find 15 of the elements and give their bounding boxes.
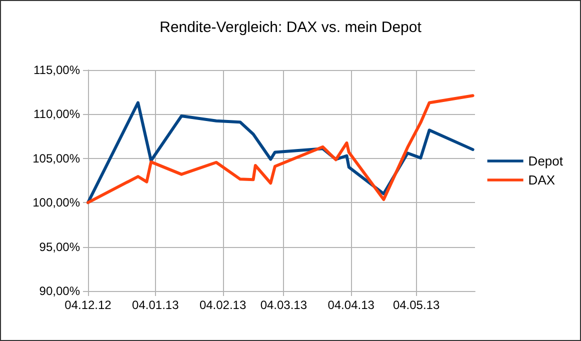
x-tick-label: 04.05.13 [392,298,440,312]
y-tick-label: 115,00% [34,63,80,77]
legend-label: DAX [528,172,556,188]
y-tick-label: 90,00% [39,284,80,298]
x-tick-label: 04.01.13 [132,298,180,312]
x-tick-label: 04.12.12 [64,298,112,312]
y-tick-label: 95,00% [39,240,80,254]
x-tick-label: 04.04.13 [328,298,375,312]
y-tick-label: 110,00% [34,107,80,122]
y-tick-label: 100,00% [32,196,80,210]
x-tick-label: 04.03.13 [260,298,308,312]
chart-title: Rendite-Vergleich: DAX vs. mein Depot [160,19,422,36]
x-tick-label: 04.02.13 [199,298,246,312]
y-tick-label: 105,00% [32,151,80,166]
legend-label: Depot [528,154,564,168]
